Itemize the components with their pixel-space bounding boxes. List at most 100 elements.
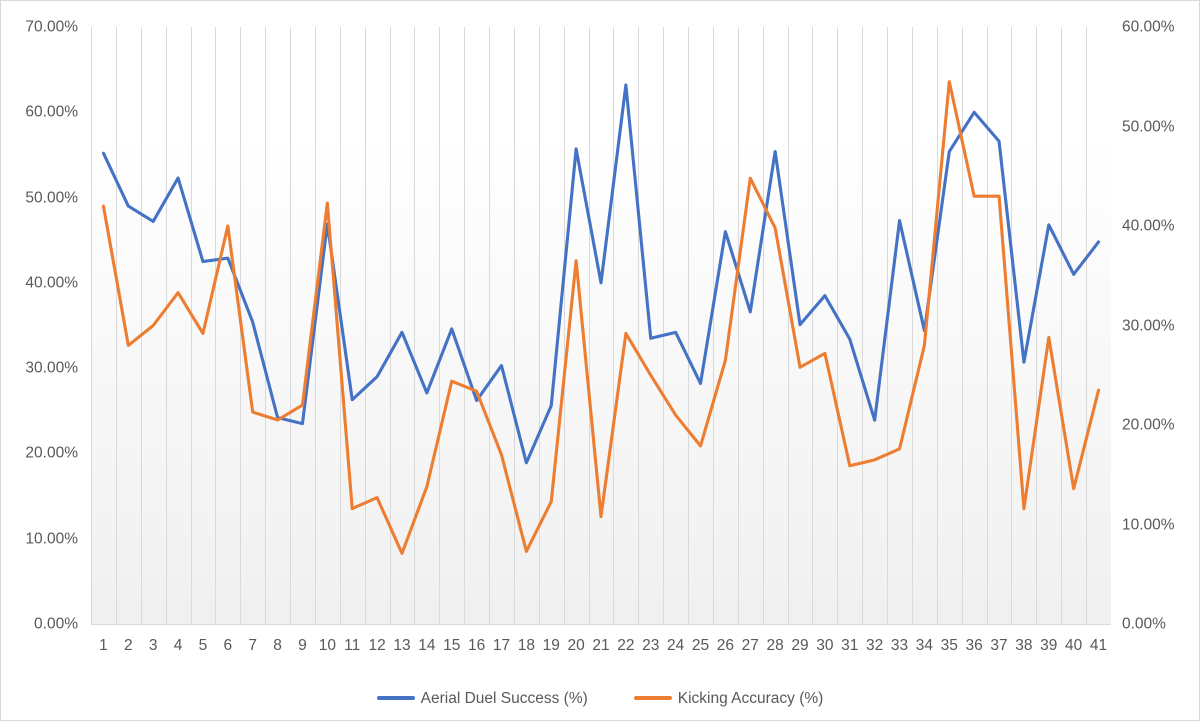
x-axis-tick: 20: [567, 637, 585, 654]
x-axis-tick: 9: [298, 637, 307, 654]
y-axis-left-tick: 20.00%: [25, 444, 78, 462]
y-axis-right-tick: 60.00%: [1122, 18, 1175, 36]
gridline: [166, 27, 167, 624]
gridline: [987, 27, 988, 624]
x-axis-tick: 10: [318, 637, 336, 654]
x-axis-tick: 30: [816, 637, 834, 654]
series-line: [101, 80, 1101, 555]
x-axis-tick: 15: [443, 637, 461, 654]
plot-background: [91, 27, 1111, 624]
y-axis-left-tick: 60.00%: [25, 103, 78, 121]
gridline: [763, 27, 764, 624]
gridline: [962, 27, 963, 624]
x-axis-tick: 21: [592, 637, 610, 654]
gridline: [191, 27, 192, 624]
legend-item[interactable]: Aerial Duel Success (%): [376, 689, 588, 707]
gridline: [1086, 27, 1087, 624]
gridline: [414, 27, 415, 624]
y-axis-right-tick: 40.00%: [1122, 217, 1175, 235]
y-axis-right-tick: 0.00%: [1122, 615, 1166, 633]
gridline: [589, 27, 590, 624]
x-axis-tick: 4: [173, 637, 183, 654]
y-axis-left-tick: 50.00%: [25, 188, 78, 206]
gridline: [390, 27, 391, 624]
x-axis-tick: 37: [990, 637, 1008, 654]
legend-swatch-icon: [633, 696, 672, 701]
gridline: [837, 27, 838, 624]
x-axis-tick: 22: [617, 637, 635, 654]
legend-swatch-icon: [376, 696, 415, 701]
x-axis-tick: 26: [716, 637, 734, 654]
gridline: [1036, 27, 1037, 624]
x-axis-tick: 19: [542, 637, 560, 654]
x-axis-tick: 3: [148, 637, 158, 654]
gridline: [489, 27, 490, 624]
gridline: [1061, 27, 1062, 624]
x-axis-tick: 40: [1065, 637, 1083, 654]
x-axis-tick: 38: [1015, 637, 1033, 654]
x-axis-tick: 35: [940, 637, 958, 654]
x-axis-tick: 32: [866, 637, 884, 654]
gridline: [215, 27, 216, 624]
x-axis-tick: 33: [890, 637, 909, 654]
x-axis-tick: 17: [492, 637, 511, 654]
gridline: [937, 27, 938, 624]
y-axis-right-tick: 20.00%: [1122, 416, 1175, 434]
gridline: [663, 27, 664, 624]
y-axis-right-tick: 50.00%: [1122, 117, 1175, 135]
x-axis-tick: 1: [99, 637, 108, 654]
x-axis-tick: 24: [667, 637, 685, 654]
x-axis-tick: 28: [766, 637, 784, 654]
x-axis-tick: 25: [691, 637, 710, 654]
x-axis-tick: 7: [248, 637, 258, 654]
x-axis-tick: 31: [841, 637, 859, 654]
x-axis-tick: 14: [418, 637, 436, 654]
y-axis-right-tick: 30.00%: [1122, 316, 1175, 334]
gridline: [514, 27, 515, 624]
x-axis-tick: 36: [965, 637, 983, 654]
x-axis-tick: 29: [791, 637, 809, 654]
x-axis-tick: 34: [915, 637, 934, 654]
plot-area: [91, 27, 1111, 624]
y-axis-right-tick: 10.00%: [1122, 515, 1175, 533]
y-axis-left-tick: 30.00%: [25, 359, 78, 377]
x-axis-tick: 2: [124, 637, 133, 654]
gridline: [439, 27, 440, 624]
chart-legend: Aerial Duel Success (%) Kicking Accuracy …: [1, 689, 1199, 707]
gridline: [365, 27, 366, 624]
x-axis-tick: 16: [467, 637, 486, 654]
x-axis-tick: 27: [741, 637, 759, 654]
gridline: [788, 27, 789, 624]
x-axis-tick: 41: [1089, 637, 1108, 654]
gridline: [91, 27, 92, 624]
x-axis-tick: 18: [517, 637, 535, 654]
gridline: [116, 27, 117, 624]
x-axis-tick: 6: [223, 637, 233, 654]
gridline: [1011, 27, 1012, 624]
gridline: [688, 27, 689, 624]
gridline: [812, 27, 813, 624]
gridline: [265, 27, 266, 624]
gridline: [290, 27, 291, 624]
x-axis-tick: 13: [393, 637, 411, 654]
x-axis-tick: 12: [368, 637, 386, 654]
gridline: [539, 27, 540, 624]
legend-label: Aerial Duel Success (%): [420, 689, 588, 707]
x-axis-tick: 23: [642, 637, 660, 654]
gridline: [912, 27, 913, 624]
legend-item[interactable]: Kicking Accuracy (%): [633, 689, 824, 707]
gridline: [862, 27, 863, 624]
gridline: [638, 27, 639, 624]
x-axis-line: [91, 624, 1111, 625]
x-axis-tick: 39: [1040, 637, 1058, 654]
gridline: [738, 27, 739, 624]
gridline: [564, 27, 565, 624]
y-axis-left-tick: 0.00%: [34, 615, 78, 633]
series-lines: [101, 80, 1101, 555]
gridline: [141, 27, 142, 624]
gridline: [613, 27, 614, 624]
legend-label: Kicking Accuracy (%): [677, 689, 824, 707]
y-axis-left-tick: 40.00%: [25, 274, 78, 292]
gridline: [464, 27, 465, 624]
